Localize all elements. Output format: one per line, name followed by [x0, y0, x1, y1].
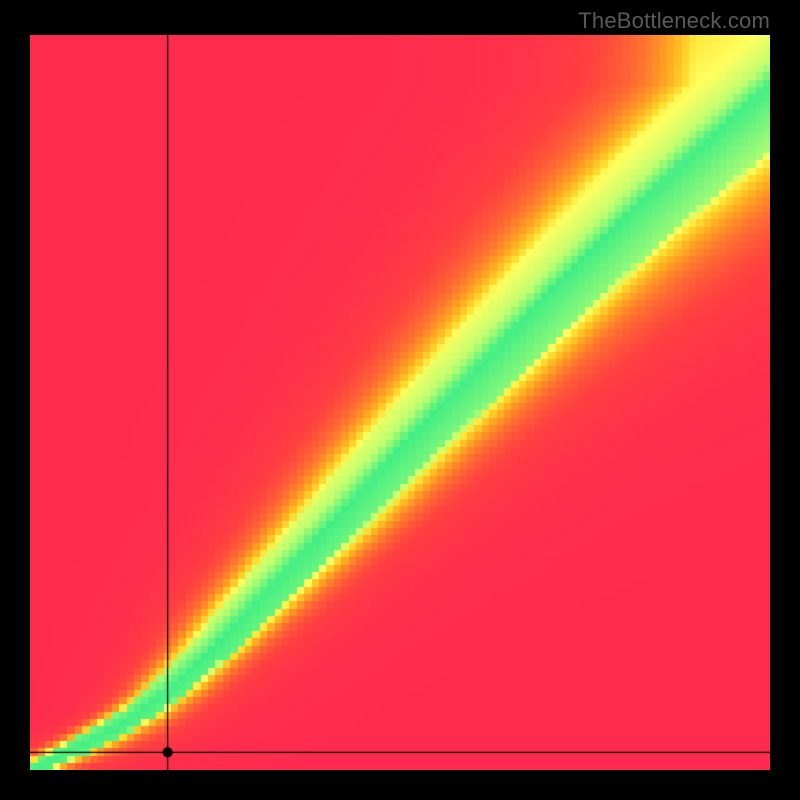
bottleneck-heatmap	[30, 35, 770, 770]
watermark-text: TheBottleneck.com	[578, 8, 770, 34]
